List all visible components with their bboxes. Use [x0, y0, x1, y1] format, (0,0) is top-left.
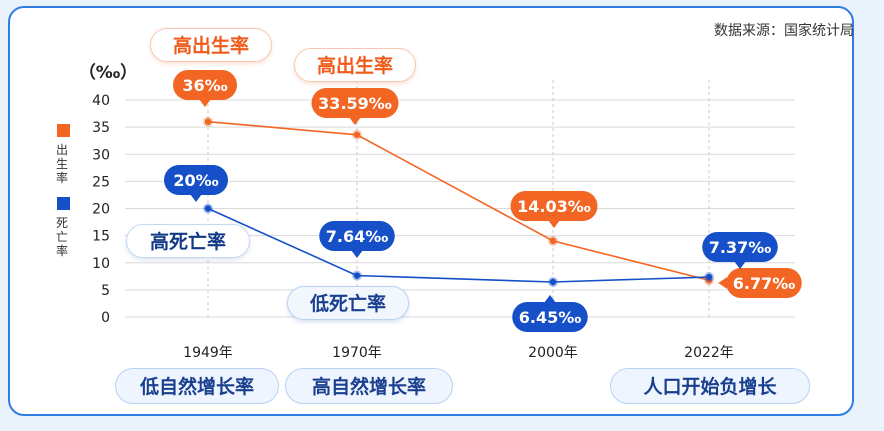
data-label: 6.45‰	[519, 308, 582, 327]
birth-rate-callout: 33.59‰	[311, 88, 399, 125]
y-tick-label: 20	[92, 202, 110, 218]
callout-tail	[734, 261, 746, 269]
data-label: 36‰	[182, 76, 227, 95]
data-label: 7.37‰	[709, 238, 772, 257]
death-rate-callout: 7.37‰	[702, 232, 778, 269]
data-source-label: 数据来源：国家统计局	[714, 23, 854, 39]
callout-bubble	[726, 268, 802, 298]
legend-swatch-death	[57, 197, 70, 210]
x-tick-label: 2022年	[684, 345, 734, 361]
callout-bubble	[319, 221, 395, 251]
y-tick-label: 40	[92, 93, 110, 109]
callout-tail	[544, 295, 556, 303]
y-tick-label: 35	[92, 120, 110, 136]
birth-rate-point	[204, 118, 212, 125]
data-label: 7.64‰	[326, 227, 389, 246]
callout-bubble	[512, 302, 588, 332]
annotation-negative-growth: 人口开始负增长	[610, 368, 810, 404]
annotation-low-natural-growth: 低自然增长率	[115, 368, 279, 404]
y-tick-label: 25	[92, 174, 110, 190]
callout-tail	[349, 117, 361, 125]
death-rate-callout: 7.64‰	[319, 221, 395, 258]
birth-rate-callout: 36‰	[173, 70, 237, 107]
birth-rate-callout: 14.03‰	[510, 191, 598, 228]
callout-tail	[351, 250, 363, 258]
y-tick-label: 10	[92, 256, 110, 272]
legend-label-death: 死亡率	[56, 216, 69, 258]
death-rate-callout: 6.45‰	[512, 295, 588, 332]
callout-bubble	[164, 165, 228, 195]
callout-tail	[190, 194, 202, 202]
death-rate-line	[207, 207, 710, 283]
callout-bubble	[702, 232, 778, 262]
chart-card	[8, 6, 854, 416]
annotation-high-birth-1949: 高出生率	[150, 28, 272, 62]
annotation-high-natural-growth: 高自然增长率	[285, 368, 453, 404]
death-rate-point	[549, 278, 557, 286]
death-rate-point	[204, 205, 212, 212]
legend-label-birth: 出生率	[56, 143, 69, 185]
annotation-low-death: 低死亡率	[287, 286, 409, 320]
annotation-high-birth-1970: 高出生率	[294, 48, 416, 82]
death-rate-point	[353, 272, 361, 279]
x-tick-label: 1949年	[183, 345, 233, 361]
data-label: 14.03‰	[517, 197, 591, 216]
callout-bubble	[173, 70, 237, 100]
callout-tail	[718, 277, 728, 289]
birth-rate-callout: 6.77‰	[718, 268, 802, 298]
death-rate-callout: 20‰	[164, 165, 228, 202]
birth-rate-point	[353, 131, 361, 138]
data-label: 6.77‰	[733, 274, 796, 293]
callout-bubble	[510, 191, 598, 221]
data-label: 20‰	[173, 171, 218, 190]
death-rate-point	[705, 273, 713, 281]
x-tick-label: 1970年	[332, 345, 382, 361]
y-tick-label: 0	[101, 310, 110, 326]
y-axis-unit: （‰）	[79, 62, 137, 83]
callout-tail	[548, 220, 560, 228]
y-tick-label: 15	[92, 229, 110, 245]
annotation-high-death: 高死亡率	[126, 224, 250, 258]
birth-rate-point	[549, 237, 557, 245]
y-tick-label: 30	[92, 147, 110, 163]
y-tick-label: 5	[101, 283, 110, 299]
callout-bubble	[311, 88, 399, 118]
data-label: 33.59‰	[318, 94, 392, 113]
legend-swatch-birth	[57, 124, 70, 137]
x-tick-label: 2000年	[528, 345, 578, 361]
birth-rate-line	[207, 120, 710, 282]
chart-legend: 出生率 死亡率	[52, 124, 76, 258]
callout-tail	[199, 99, 211, 107]
